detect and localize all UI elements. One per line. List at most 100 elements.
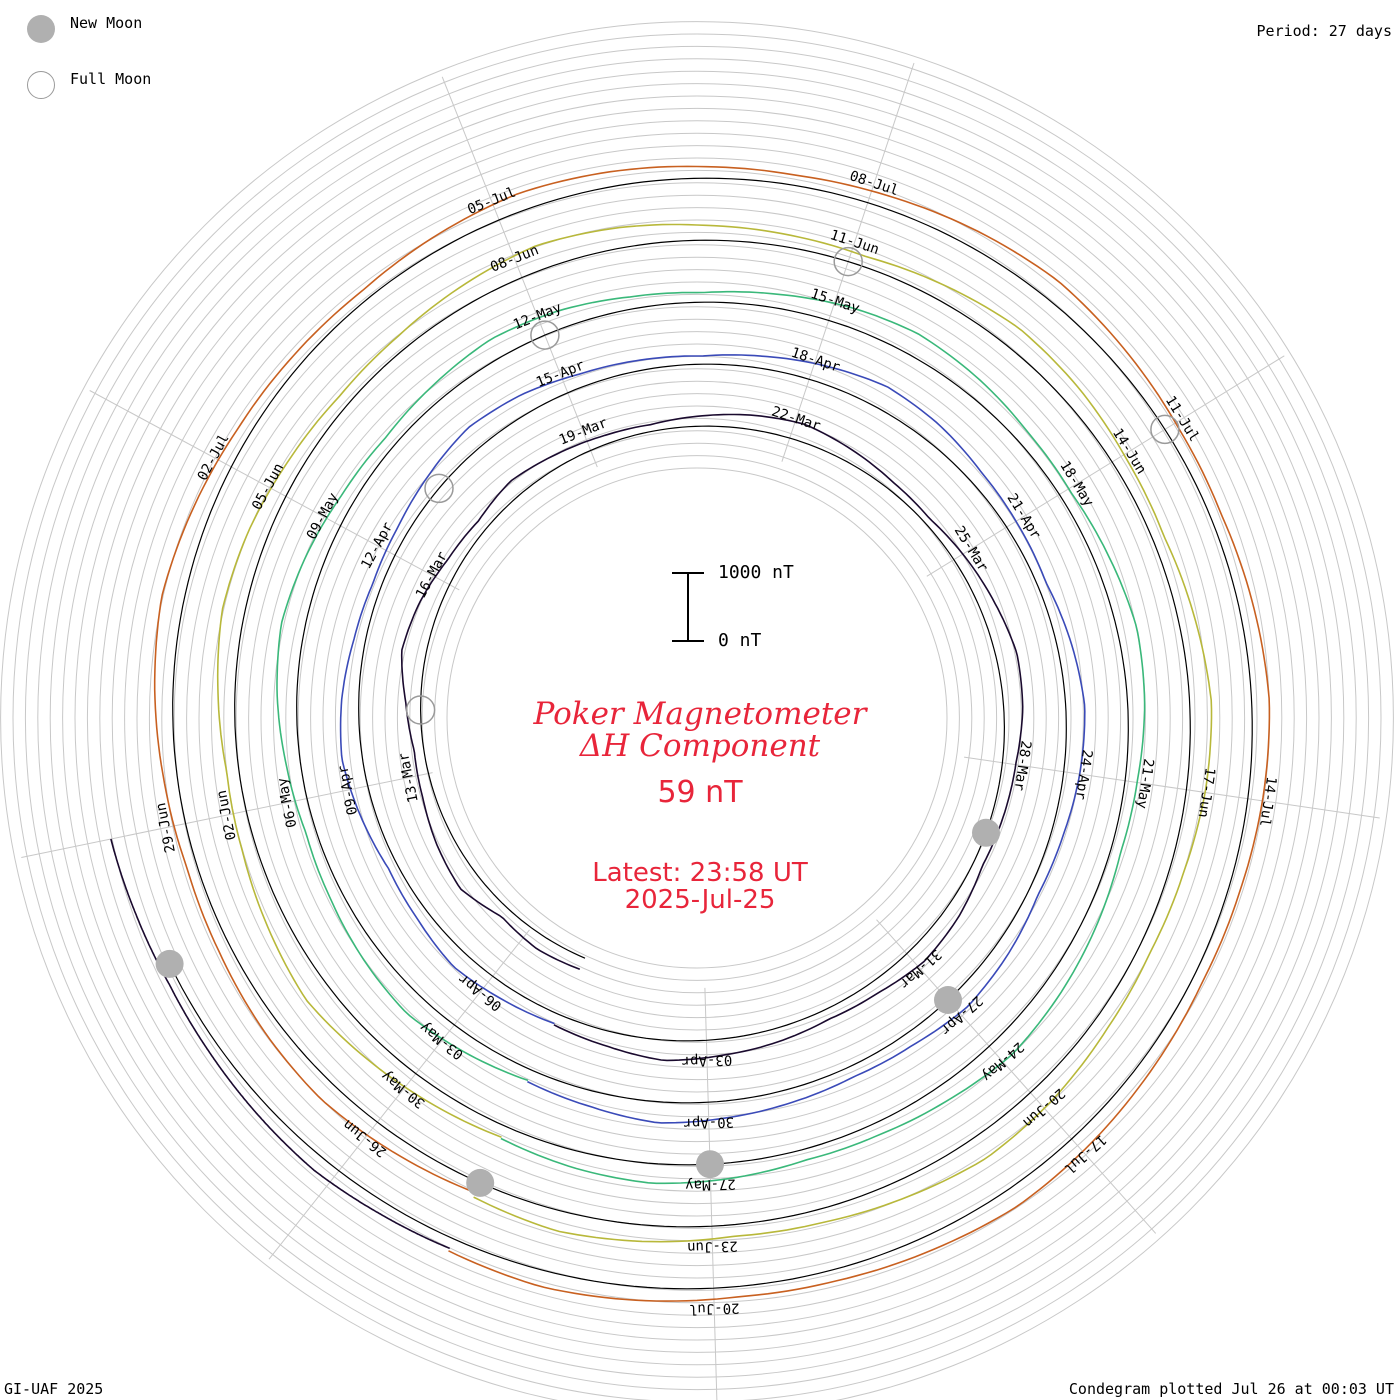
grid-spoke bbox=[441, 76, 598, 468]
new-moon-marker bbox=[466, 1168, 495, 1197]
scale-top-label: 1000 nT bbox=[718, 562, 794, 583]
grid-circle bbox=[62, 83, 1332, 1353]
grid-spoke bbox=[781, 62, 915, 462]
chart-subtitle: ΔH Component bbox=[579, 728, 821, 764]
full-moon-marker bbox=[405, 695, 436, 725]
baseline-path bbox=[169, 177, 1253, 1290]
scale-bottom-label: 0 nT bbox=[718, 630, 762, 651]
series-line-1 bbox=[400, 413, 1024, 1062]
date-tick-label: 18-May bbox=[1056, 458, 1096, 509]
grid-circle bbox=[86, 107, 1308, 1329]
grid-circle bbox=[223, 244, 1171, 1192]
date-tick-label: 18-Apr bbox=[789, 345, 842, 376]
grid-circle bbox=[297, 318, 1097, 1118]
date-tick-label: 17-Jun bbox=[1195, 766, 1218, 818]
grid-circle bbox=[0, 21, 1394, 1400]
grid-circle bbox=[210, 231, 1184, 1205]
grid-circle bbox=[99, 120, 1295, 1316]
grid-circle bbox=[260, 281, 1134, 1155]
date-tick-label: 25-Mar bbox=[951, 523, 991, 574]
period-label: Period: 27 days bbox=[1256, 22, 1392, 40]
full-moon-legend-label: Full Moon bbox=[70, 70, 152, 88]
full-moon-marker bbox=[424, 473, 454, 504]
grid-circle bbox=[198, 219, 1196, 1217]
date-tick-label: 22-Mar bbox=[770, 404, 823, 435]
full-moon-marker bbox=[1150, 414, 1180, 445]
chart-title: Poker Magnetometer bbox=[533, 696, 867, 732]
full-moon-marker bbox=[833, 246, 863, 277]
grid-circle bbox=[12, 33, 1382, 1400]
date-tick-label: 24-Apr bbox=[1072, 748, 1095, 800]
scale-bar bbox=[672, 572, 704, 642]
date-tick-label: 05-Jul bbox=[465, 184, 518, 218]
grid-circle bbox=[24, 45, 1370, 1391]
date-tick-label: 14-Jun bbox=[1109, 426, 1149, 477]
date-tick-label: 27-May bbox=[685, 1175, 736, 1192]
grid-spoke bbox=[21, 772, 433, 858]
grid-circle bbox=[372, 393, 1022, 1043]
grid-circle bbox=[434, 455, 960, 981]
current-value: 59 nT bbox=[657, 775, 743, 810]
grid-spoke bbox=[876, 919, 1157, 1234]
date-tick-label: 15-Apr bbox=[534, 357, 587, 391]
date-tick-label: 03-Apr bbox=[681, 1052, 732, 1069]
grid-circle bbox=[285, 306, 1109, 1130]
grid-spoke bbox=[964, 756, 1380, 819]
series-line-2 bbox=[339, 354, 1086, 1124]
series-line-3 bbox=[276, 290, 1146, 1185]
grid-circle bbox=[111, 132, 1283, 1304]
new-moon-icon bbox=[27, 15, 55, 43]
grid-circle bbox=[322, 343, 1072, 1093]
grid-circle bbox=[384, 405, 1010, 1031]
latest-time: Latest: 23:58 UT bbox=[592, 858, 808, 888]
plotted-label: Condegram plotted Jul 26 at 00:03 UT bbox=[1068, 1380, 1394, 1398]
grid-circle bbox=[272, 293, 1122, 1143]
new-moon-marker bbox=[934, 986, 962, 1014]
grid-circle bbox=[148, 169, 1246, 1267]
moon-marker-layer bbox=[155, 246, 1180, 1197]
full-moon-marker bbox=[530, 320, 560, 350]
grid-circle bbox=[186, 207, 1208, 1229]
new-moon-marker bbox=[155, 949, 184, 978]
date-tick-label: 19-Mar bbox=[557, 415, 610, 449]
grid-circle bbox=[310, 331, 1084, 1105]
grid-circle bbox=[49, 70, 1345, 1366]
grid-circle bbox=[446, 467, 948, 969]
baseline-spiral bbox=[169, 177, 1253, 1290]
date-tick-label: 20-Jul bbox=[689, 1299, 740, 1316]
series-line-5 bbox=[153, 165, 1271, 1302]
series-line-6 bbox=[110, 838, 451, 1250]
date-tick-label: 14-Jul bbox=[1256, 775, 1279, 827]
new-moon-marker bbox=[972, 818, 1000, 847]
grid-spoke bbox=[704, 987, 718, 1400]
grid-circle bbox=[136, 157, 1258, 1279]
series-line-4 bbox=[216, 223, 1213, 1243]
date-tick-label: 08-Jul bbox=[848, 168, 901, 199]
grid-circle bbox=[359, 380, 1035, 1056]
grid-circle bbox=[161, 182, 1233, 1254]
grid-circle bbox=[37, 58, 1357, 1378]
date-tick-label: 21-May bbox=[1133, 757, 1156, 809]
date-tick-label: 15-May bbox=[809, 286, 862, 317]
credit-label: GI-UAF 2025 bbox=[4, 1380, 104, 1398]
new-moon-marker bbox=[696, 1150, 724, 1179]
full-moon-icon bbox=[27, 71, 55, 99]
date-tick-label: 12-May bbox=[511, 300, 564, 334]
latest-date: 2025-Jul-25 bbox=[624, 885, 776, 915]
grid-spoke bbox=[926, 355, 1285, 577]
grid-circle bbox=[347, 368, 1047, 1068]
date-tick-label: 28-Mar bbox=[1011, 739, 1034, 791]
date-tick-label: 08-Jun bbox=[488, 242, 541, 276]
grid-spoke bbox=[268, 929, 530, 1260]
grid-circle bbox=[235, 256, 1159, 1180]
grid-spoke bbox=[89, 390, 460, 591]
date-tick-label: 30-Apr bbox=[683, 1113, 734, 1130]
grid-circle bbox=[421, 442, 973, 994]
date-tick-label: 23-Jun bbox=[687, 1237, 738, 1254]
grid-circle bbox=[396, 417, 998, 1019]
grid-circle bbox=[74, 95, 1320, 1341]
spoke-layer bbox=[21, 62, 1380, 1400]
grid-layer bbox=[0, 21, 1394, 1400]
series-layer bbox=[110, 165, 1271, 1302]
